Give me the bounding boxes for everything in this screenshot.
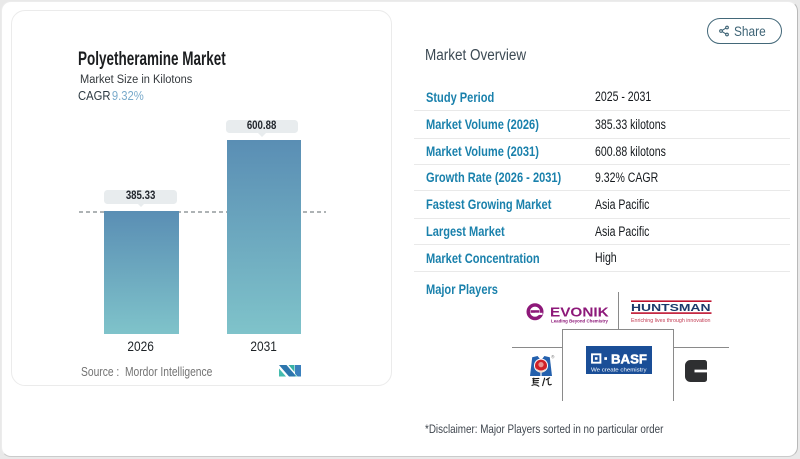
svg-text:EVONIK: EVONIK <box>550 304 609 319</box>
svg-text:®: ® <box>551 354 555 359</box>
svg-text:Leading Beyond Chemistry: Leading Beyond Chemistry <box>551 318 608 323</box>
svg-text:HUNTSMAN: HUNTSMAN <box>631 302 711 313</box>
svg-text:We create chemistry: We create chemistry <box>591 367 647 373</box>
svg-text:BASF: BASF <box>611 352 647 367</box>
svg-text:Enriching lives through innova: Enriching lives through innovation <box>631 317 711 323</box>
